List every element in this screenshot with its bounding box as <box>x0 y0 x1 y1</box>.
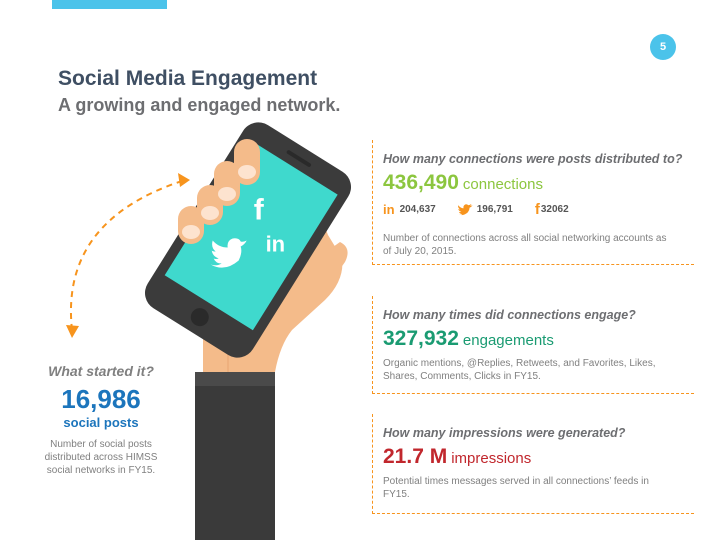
connections-stat: 436,490 connections <box>383 171 694 195</box>
posts-description: Number of social posts distributed acros… <box>44 439 158 476</box>
engagements-stat: 327,932 engagements <box>383 327 694 351</box>
top-accent-bar <box>52 0 167 9</box>
impressions-question: How many impressions were generated? <box>383 426 626 440</box>
engagements-panel: How many times did connections engage? 3… <box>372 296 694 394</box>
thumb <box>298 242 348 300</box>
posts-count: 16,986 <box>61 384 141 414</box>
connections-count: 436,490 <box>383 171 459 194</box>
twitter-icon <box>210 238 247 268</box>
posts-summary: What started it? 16,986 social posts Num… <box>30 363 172 477</box>
twitter-value: 196,791 <box>476 204 513 215</box>
connections-breakdown: in 204,637 196,791 f 32062 <box>383 201 694 218</box>
linkedin-value: 204,637 <box>399 204 436 215</box>
smartphone: f in <box>144 122 352 358</box>
linkedin-connections: in 204,637 <box>383 202 436 217</box>
engagements-unit: engagements <box>462 332 554 349</box>
curved-arrow-icon <box>66 173 190 338</box>
facebook-value: 32062 <box>540 204 569 215</box>
twitter-icon <box>457 203 473 215</box>
twitter-connections: 196,791 <box>457 203 513 216</box>
linkedin-icon: in <box>383 202 395 217</box>
page-title: Social Media Engagement <box>58 67 318 90</box>
connections-question: How many connections were posts distribu… <box>383 152 683 166</box>
facebook-icon: f <box>254 193 265 226</box>
sleeve <box>195 372 275 540</box>
impressions-panel: How many impressions were generated? 21.… <box>372 414 694 514</box>
impressions-count: 21.7 M <box>383 445 448 468</box>
engagements-count: 327,932 <box>383 327 459 350</box>
connections-unit: connections <box>462 176 543 193</box>
engagements-question: How many times did connections engage? <box>383 308 636 322</box>
fingers <box>178 139 260 244</box>
facebook-icon: f <box>534 201 540 218</box>
impressions-unit: impressions <box>451 450 532 467</box>
posts-unit: social posts <box>63 415 139 430</box>
engagements-description: Organic mentions, @Replies, Retweets, an… <box>383 358 656 382</box>
facebook-connections: f 32062 <box>535 201 569 218</box>
page-subtitle: A growing and engaged network. <box>58 95 341 115</box>
impressions-description: Potential times messages served in all c… <box>383 476 649 500</box>
connections-description: Number of connections across all social … <box>383 233 667 257</box>
page-number-badge: 5 <box>650 34 676 60</box>
connections-panel: How many connections were posts distribu… <box>372 140 694 265</box>
linkedin-icon: in <box>266 231 286 256</box>
posts-question: What started it? <box>48 363 154 379</box>
